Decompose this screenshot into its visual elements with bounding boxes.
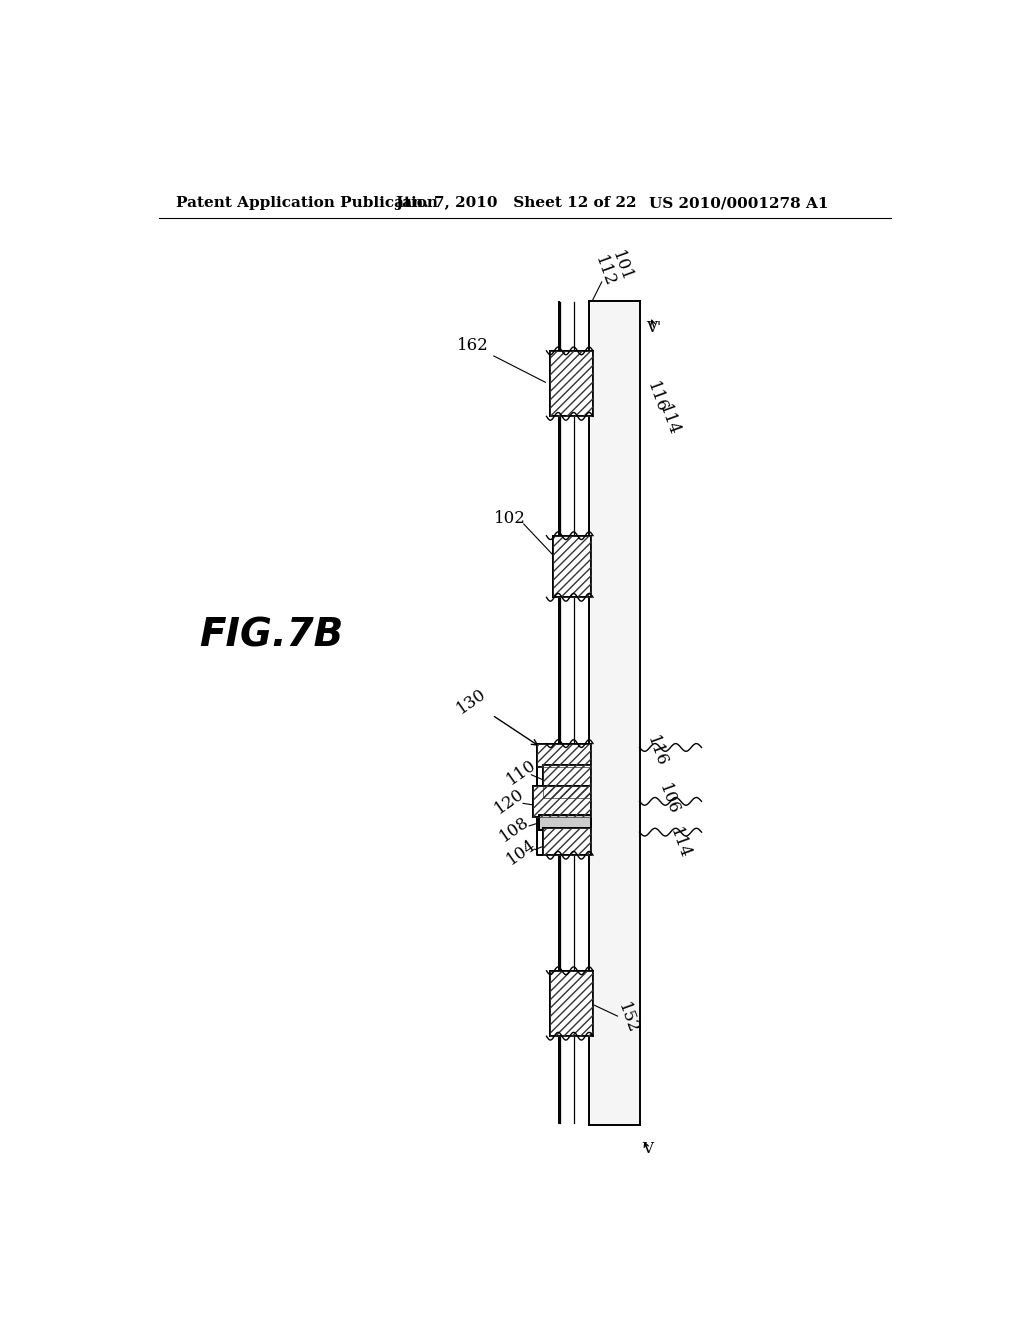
Text: US 2010/0001278 A1: US 2010/0001278 A1 <box>649 197 828 210</box>
Text: 116: 116 <box>643 379 670 414</box>
Text: V': V' <box>646 321 662 335</box>
Polygon shape <box>553 536 592 597</box>
Text: 162: 162 <box>457 337 546 383</box>
Text: 104: 104 <box>504 837 540 869</box>
Polygon shape <box>539 816 592 830</box>
Polygon shape <box>532 785 592 817</box>
Text: 120: 120 <box>492 785 527 817</box>
Text: Patent Application Publication: Patent Application Publication <box>176 197 438 210</box>
Text: V: V <box>642 1142 652 1156</box>
Text: 114: 114 <box>667 826 693 862</box>
Text: 108: 108 <box>496 813 531 845</box>
Polygon shape <box>538 743 592 767</box>
Text: 102: 102 <box>495 511 526 527</box>
Polygon shape <box>544 829 592 855</box>
Bar <box>589 301 640 1125</box>
Text: 116: 116 <box>643 734 670 770</box>
Text: 110: 110 <box>503 756 539 788</box>
Text: Jan. 7, 2010   Sheet 12 of 22: Jan. 7, 2010 Sheet 12 of 22 <box>395 197 637 210</box>
Text: 112: 112 <box>591 253 618 289</box>
Polygon shape <box>550 970 593 1036</box>
Text: 152: 152 <box>614 1001 641 1036</box>
Polygon shape <box>550 351 593 416</box>
Text: 101: 101 <box>608 248 635 284</box>
Text: 130: 130 <box>454 685 538 744</box>
Text: FIG.7B: FIG.7B <box>200 616 343 655</box>
Polygon shape <box>543 766 592 797</box>
Text: 114: 114 <box>655 403 682 438</box>
Text: 106: 106 <box>655 781 682 817</box>
